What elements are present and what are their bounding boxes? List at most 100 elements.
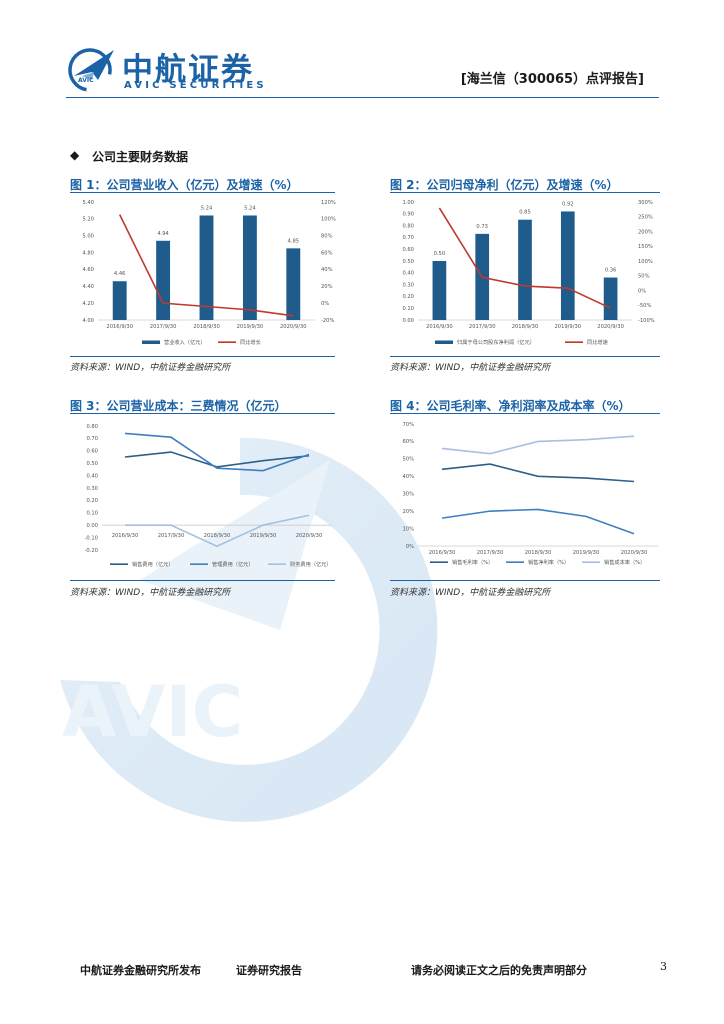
y2-tick-label: 40%	[321, 267, 333, 273]
x-tick-label: 2020/9/30	[280, 324, 307, 330]
y-tick-label: 4.00	[82, 318, 94, 324]
y2-tick-label: -100%	[638, 318, 655, 324]
figure-3-chart: -0.20 -0.10 0.00 0.10 0.20 0.30 0.40 0.50 0.60 0.…	[70, 416, 345, 576]
bar-data-label: 0.85	[519, 210, 531, 216]
figure-2-chart: 0.00 0.10 0.20 0.30 0.40 0.50 0.60 0.70 0.80 0.90…	[390, 194, 665, 352]
legend-label: 营业收入（亿元）	[164, 338, 206, 346]
y-tick-label: 0.80	[86, 424, 98, 430]
series-line	[438, 207, 611, 309]
figure-4-title: 图 4：公司毛利率、净利润率及成本率（%）	[390, 399, 631, 413]
x-tick-label: 2018/9/30	[525, 550, 552, 556]
series-line	[124, 432, 310, 472]
x-tick-label: 2017/9/30	[158, 533, 185, 539]
figure-1-title: 图 1：公司营业收入（亿元）及增速（%）	[70, 178, 299, 192]
x-tick-label: 2018/9/30	[204, 533, 231, 539]
footer-disclaimer: 请务必阅读正文之后的免责声明部分	[411, 964, 587, 977]
x-tick-label: 2017/9/30	[477, 550, 504, 556]
series-line	[125, 514, 310, 548]
svg-text:AVIC: AVIC	[78, 77, 94, 84]
figure-4-source: 资料来源：WIND，中航证券金融研究所	[390, 588, 551, 598]
bar-data-label: 0.73	[476, 224, 488, 230]
x-tick-label: 2016/9/30	[106, 324, 133, 330]
x-tick-label: 2019/9/30	[237, 324, 264, 330]
report-title: [海兰信（300065）点评报告]	[460, 72, 644, 87]
x-tick-label: 2020/9/30	[296, 533, 323, 539]
bar	[156, 240, 171, 320]
y2-tick-label: 20%	[321, 284, 333, 290]
bar	[286, 248, 301, 320]
y-tick-label: 0%	[406, 544, 414, 550]
figure-3-title: 图 3：公司营业成本：三费情况（亿元）	[70, 399, 287, 413]
bar-data-label: 4.94	[157, 231, 169, 237]
y-tick-label: 50%	[402, 457, 414, 463]
legend-label: 销售毛利率（%）	[452, 558, 493, 566]
avic-logo-icon: AVIC	[68, 48, 114, 92]
y-tick-label: 60%	[402, 439, 414, 445]
header-divider	[66, 97, 659, 98]
y2-tick-label: 100%	[638, 259, 653, 265]
figure-4-rule	[390, 413, 660, 414]
y-tick-label: 0.30	[86, 486, 98, 492]
legend-swatch	[142, 340, 160, 344]
x-tick-label: 2016/9/30	[112, 533, 139, 539]
y-tick-label: 0.20	[86, 498, 98, 504]
logo-wordmark-en: AVIC SECURITIES	[124, 80, 267, 91]
series-line	[441, 463, 635, 483]
x-tick-label: 2019/9/30	[573, 550, 600, 556]
y-tick-label: 10%	[402, 526, 414, 532]
y-tick-label: 0.70	[86, 436, 98, 442]
y-tick-label: 0.40	[86, 473, 98, 479]
bar	[242, 215, 257, 320]
figure-2-bottom-rule	[390, 356, 660, 357]
y-tick-label: -0.20	[85, 548, 98, 554]
bar	[432, 261, 447, 320]
x-tick-label: 2016/9/30	[426, 324, 453, 330]
y2-tick-label: 80%	[321, 234, 333, 240]
y-tick-label: 0.00	[402, 318, 414, 324]
y2-tick-label: 300%	[638, 200, 653, 206]
y-tick-label: 0.70	[402, 235, 414, 241]
bar-data-label: 5.24	[201, 205, 213, 211]
legend-label: 归属于母公司股东净利润（亿元）	[457, 338, 535, 346]
bar	[603, 277, 618, 320]
x-tick-label: 2017/9/30	[469, 324, 496, 330]
bar	[518, 219, 532, 320]
y-tick-label: 0.60	[402, 247, 414, 253]
figure-1-chart: 4.00 4.20 4.40 4.60 4.80 5.00 5.20 5.40 -20% 0% 20…	[70, 194, 345, 352]
y2-tick-label: 0%	[321, 301, 329, 307]
bar	[560, 211, 575, 320]
x-tick-label: 2019/9/30	[554, 324, 581, 330]
y-tick-label: 0.00	[86, 523, 98, 529]
y2-tick-label: 60%	[321, 250, 333, 256]
series-line	[124, 451, 310, 468]
y-tick-label: 5.40	[82, 200, 94, 206]
figure-3-source: 资料来源：WIND，中航证券金融研究所	[70, 588, 231, 598]
legend-label: 财务费用（亿元）	[290, 560, 332, 568]
legend-label: 销售费用（亿元）	[132, 560, 174, 568]
y-tick-label: 0.50	[86, 461, 98, 467]
legend-label: 管理费用（亿元）	[212, 560, 254, 568]
bar-data-label: 0.50	[434, 251, 446, 257]
y-tick-label: 0.40	[402, 271, 414, 277]
y2-tick-label: 120%	[321, 200, 336, 206]
page-number: 3	[660, 960, 667, 973]
footer-publisher: 中航证券金融研究所发布	[80, 964, 201, 977]
y2-tick-label: -20%	[321, 318, 334, 324]
figure-3-bottom-rule	[70, 580, 335, 581]
series-line	[118, 214, 294, 317]
bar-data-label: 4.85	[288, 238, 300, 244]
y-tick-label: 1.00	[402, 200, 414, 206]
bar-data-label: 0.36	[605, 268, 617, 274]
y-tick-label: 0.60	[86, 449, 98, 455]
y-tick-label: 4.80	[82, 250, 94, 256]
legend-label: 同比增长	[240, 338, 262, 346]
y-tick-label: 4.40	[82, 284, 94, 290]
y-tick-label: 0.30	[402, 282, 414, 288]
y-tick-label: 4.20	[82, 301, 94, 307]
figure-2-source: 资料来源：WIND，中航证券金融研究所	[390, 363, 551, 373]
bar-data-label: 0.92	[562, 201, 574, 207]
bar-data-label: 5.24	[244, 205, 256, 211]
y-tick-label: 20%	[402, 509, 414, 515]
x-tick-label: 2020/9/30	[597, 324, 624, 330]
x-tick-label: 2018/9/30	[193, 324, 220, 330]
